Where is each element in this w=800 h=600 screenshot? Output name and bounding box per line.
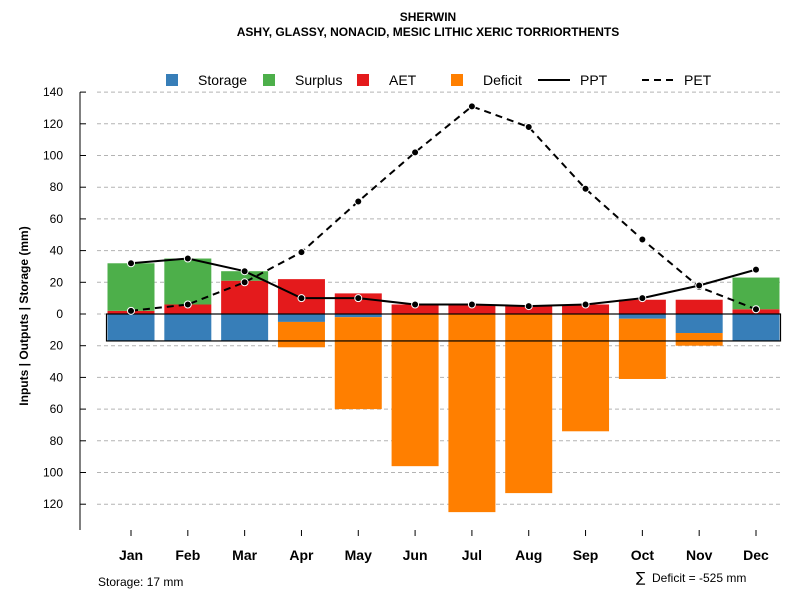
x-tick-label: Dec (743, 547, 769, 563)
sum-symbol: ∑ (636, 570, 646, 586)
series-lines (127, 102, 760, 315)
storage-bar (107, 314, 155, 341)
storage-bar (675, 314, 723, 334)
pet-point (127, 306, 135, 315)
deficit-bar (505, 314, 553, 494)
chart-subtitle: ASHY, GLASSY, NONACID, MESIC LITHIC XERI… (237, 25, 619, 39)
ppt-point (297, 294, 306, 303)
pet-point (354, 197, 363, 206)
pet-point (411, 148, 420, 157)
y-tick-label: 20 (50, 339, 64, 353)
aet-bar (618, 299, 666, 314)
legend-label-deficit: Deficit (483, 72, 522, 88)
storage-bar (618, 314, 666, 319)
deficit-bar (618, 318, 666, 379)
pet-point (467, 102, 476, 111)
pet-point (581, 184, 590, 193)
surplus-bar (732, 277, 780, 310)
storage-capacity-outline (105, 313, 782, 342)
ppt-point (638, 294, 647, 303)
pet-point (297, 248, 306, 257)
chart-title: SHERWIN (400, 10, 456, 24)
x-tick-label: Jun (403, 547, 428, 563)
ppt-point (467, 300, 476, 309)
deficit-bar (448, 314, 496, 513)
legend-swatch-deficit (451, 74, 463, 86)
aet-bar (391, 304, 439, 314)
ppt-line (130, 257, 757, 308)
ppt-point (411, 300, 420, 309)
storage-footnote: Storage: 17 mm (98, 575, 183, 589)
pet-line (130, 105, 757, 312)
x-tick-label: Oct (631, 547, 655, 563)
ppt-point (752, 265, 760, 274)
storage-bar (221, 314, 269, 341)
deficit-bar (675, 333, 723, 346)
y-tick-label: 80 (50, 180, 64, 194)
pet-point (524, 122, 533, 131)
legend: Storage Surplus AET Deficit PPT PET (166, 72, 712, 88)
x-tick-label: Apr (289, 547, 314, 563)
x-tick-label: Mar (232, 547, 257, 563)
x-tick-label: Nov (686, 547, 713, 563)
storage-bar (732, 314, 780, 341)
legend-label-surplus: Surplus (295, 72, 342, 88)
legend-swatch-storage (166, 74, 178, 86)
axes: 140 120 100 80 60 40 20 0 20 40 60 80 100 120 Jan Feb Ma… (43, 85, 769, 563)
ppt-point (127, 259, 135, 268)
y-tick-label: 40 (50, 244, 64, 258)
ppt-point (524, 302, 533, 311)
storage-bar (334, 314, 382, 318)
x-tick-label: May (345, 547, 372, 563)
pet-point (638, 235, 647, 244)
x-tick-label: Aug (515, 547, 542, 563)
x-tick-label: Sep (573, 547, 599, 563)
pet-point (752, 305, 760, 314)
x-tick-label: Feb (175, 547, 200, 563)
x-tick-label: Jul (462, 547, 482, 563)
storage-bar (164, 314, 212, 341)
storage-bar (277, 314, 325, 322)
deficit-bar (277, 321, 325, 348)
surplus-bar (164, 258, 212, 305)
ppt-point (183, 254, 192, 263)
y-tick-label: 0 (56, 307, 63, 321)
legend-label-pet: PET (684, 72, 712, 88)
y-tick-label: 120 (43, 117, 63, 131)
surplus-bar (221, 271, 269, 281)
ppt-point (695, 281, 704, 290)
aet-bar (675, 299, 723, 314)
deficit-bar (334, 317, 382, 410)
legend-label-ppt: PPT (580, 72, 608, 88)
aet-bar (164, 304, 212, 314)
aet-bar (562, 304, 610, 314)
x-tick-label: Jan (119, 547, 143, 563)
y-tick-label: 100 (43, 466, 63, 480)
ppt-point (354, 294, 363, 303)
y-tick-label: 80 (50, 434, 64, 448)
legend-swatch-surplus (263, 74, 275, 86)
y-tick-label: 140 (43, 85, 63, 99)
deficit-bar (391, 314, 439, 467)
legend-swatch-aet (357, 74, 369, 86)
pet-point (240, 278, 249, 287)
pet-point (183, 300, 192, 309)
y-axis-label: Inputs | Outputs | Storage (mm) (17, 226, 31, 405)
aet-bar (448, 304, 496, 314)
y-tick-label: 100 (43, 149, 63, 163)
deficit-total-footnote: Deficit = -525 mm (652, 571, 746, 585)
legend-label-storage: Storage (198, 72, 247, 88)
ppt-point (581, 300, 590, 309)
ppt-point (240, 267, 249, 276)
y-tick-label: 120 (43, 497, 63, 511)
surplus-bar (107, 263, 155, 311)
y-tick-label: 60 (50, 402, 64, 416)
legend-label-aet: AET (389, 72, 417, 88)
y-tick-label: 20 (50, 275, 64, 289)
y-tick-label: 40 (50, 370, 64, 384)
y-tick-label: 60 (50, 212, 64, 226)
deficit-bar (562, 314, 610, 432)
